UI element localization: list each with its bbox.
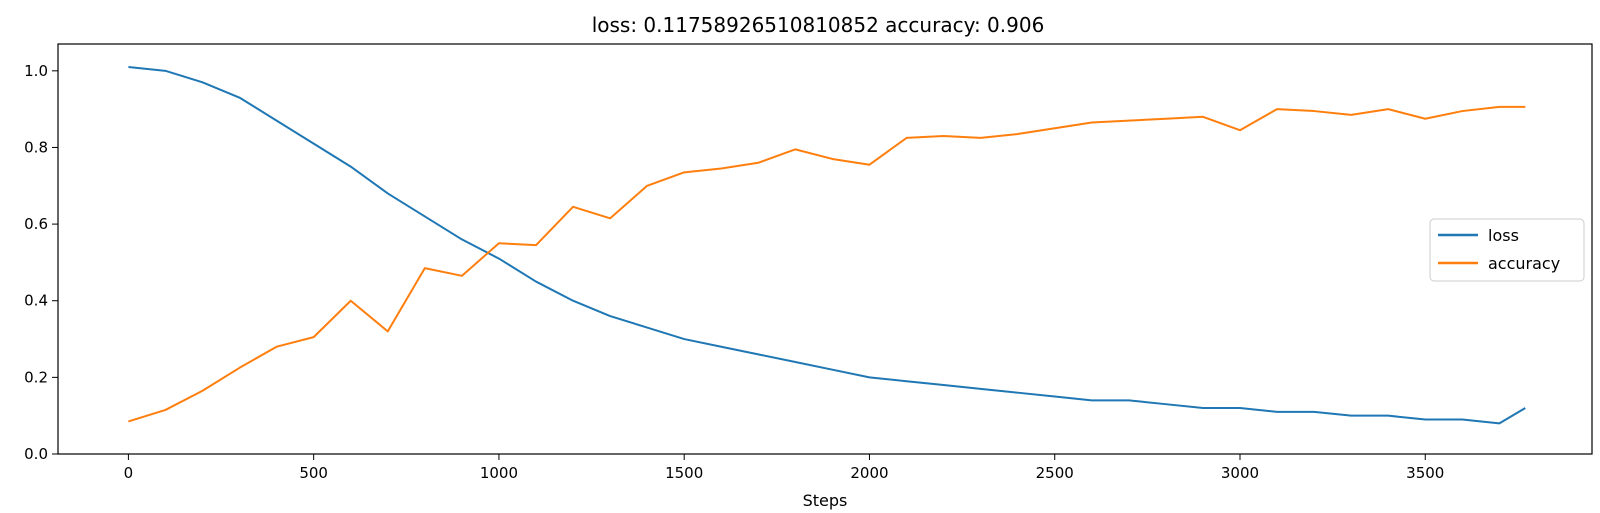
y-tick-label: 0.8 [24,138,48,156]
series-loss-line [128,65,1526,425]
x-tick-label: 2500 [1036,464,1074,482]
x-tick-label: 500 [299,464,328,482]
y-tick-label: 0.2 [24,368,48,386]
legend-loss-label: loss [1488,226,1519,245]
x-tick-label: 1500 [665,464,703,482]
y-axis: 0.0 0.2 0.4 0.6 0.8 1.0 [24,62,58,463]
x-tick-label: 1000 [480,464,518,482]
plot-frame [57,43,1593,455]
y-tick-label: 0.0 [24,445,48,463]
chart-title: loss: 0.11758926510810852 accuracy: 0.90… [592,13,1045,37]
x-tick-label: 3000 [1221,464,1259,482]
plot-area [58,44,1592,454]
series-layer [128,65,1526,425]
x-tick-label: 0 [124,464,134,482]
series-accuracy-line [128,105,1526,423]
x-tick-label: 3500 [1406,464,1444,482]
y-tick-label: 0.4 [24,292,48,310]
y-tick-label: 1.0 [24,62,48,80]
x-tick-label: 2000 [850,464,888,482]
legend-accuracy-label: accuracy [1488,254,1560,273]
legend: loss accuracy [1429,218,1585,282]
y-tick-label: 0.6 [24,215,48,233]
x-axis-label: Steps [803,491,848,510]
x-axis: 0 500 1000 1500 2000 2500 3000 3500 [124,454,1444,482]
